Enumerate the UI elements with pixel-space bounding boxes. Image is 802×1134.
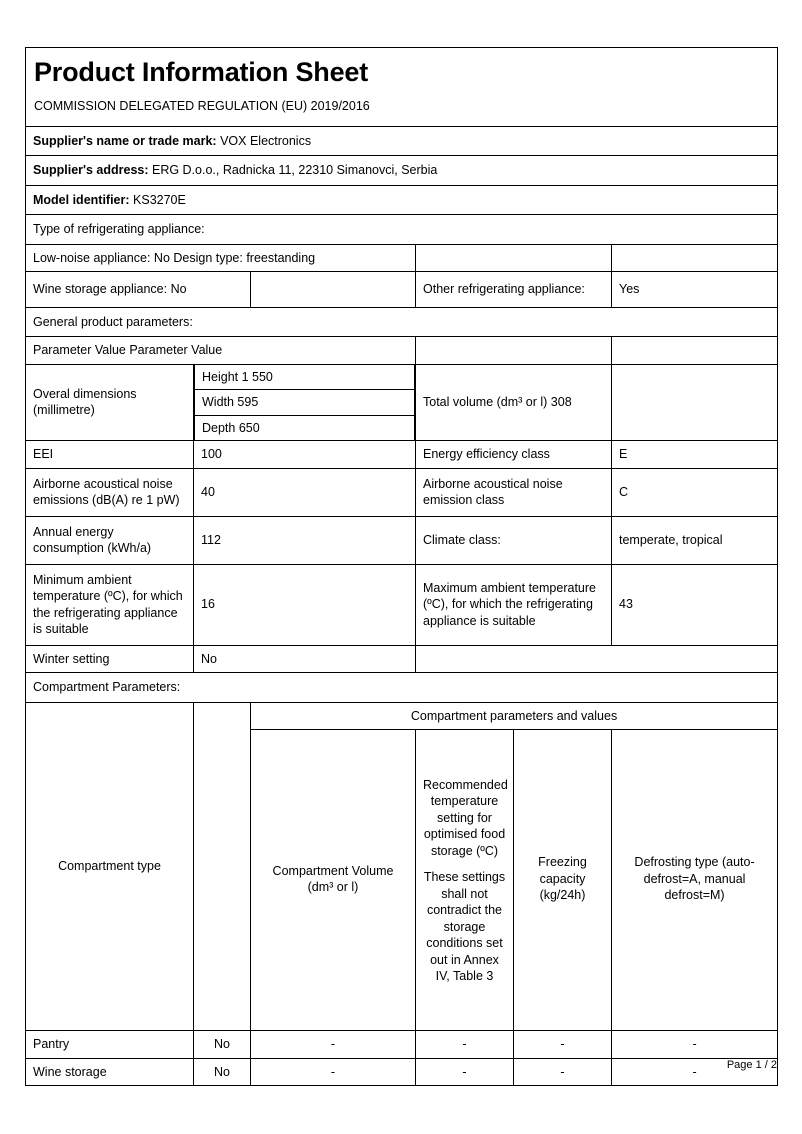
annual-energy-row: Annual energy consumption (kWh/a) 112 Cl… [25, 515, 779, 565]
compartment-row-temperature-pantry: - [415, 1030, 514, 1059]
dimensions-subtable: Height 1 550 Width 595 Depth 650 [194, 364, 415, 441]
title-cell: Product Information Sheet COMMISSION DEL… [24, 47, 779, 127]
supplier-address-value: ERG D.o.o., Radnicka 11, 22310 Simanovci… [152, 163, 438, 178]
parameter-header-row: Parameter Value Parameter Value [25, 336, 779, 365]
noise-class-value: C [610, 467, 779, 517]
low-noise-empty-cell-2 [610, 243, 779, 273]
compartment-row-defrost-wine: - [610, 1057, 779, 1087]
supplier-name-row: Supplier's name or trade mark: VOX Elect… [24, 125, 779, 157]
total-volume-cell: Total volume (dm³ or l) 308 [415, 363, 612, 442]
energy-class-value: E [610, 440, 779, 469]
compartment-row-present-pantry: No [193, 1030, 251, 1059]
compartment-row-volume-pantry: - [250, 1030, 416, 1059]
compartment-defrost-header: Defrosting type (auto-defrost=A, manual … [610, 729, 779, 1032]
model-identifier-label: Model identifier: [33, 192, 130, 207]
other-refrigerating-label: Other refrigerating appliance: [415, 271, 612, 308]
supplier-name-label: Supplier's name or trade mark: [33, 133, 217, 148]
annual-energy-label: Annual energy consumption (kWh/a) [25, 515, 194, 565]
supplier-name-cell: Supplier's name or trade mark: VOX Elect… [24, 125, 779, 157]
table-row: Wine storage No - - - - [25, 1057, 779, 1087]
compartment-temperature-header-note: These settings shall not contradict the … [423, 870, 506, 984]
climate-class-value: temperate, tropical [610, 515, 779, 565]
noise-emissions-row: Airborne acoustical noise emissions (dB(… [25, 467, 779, 517]
compartment-parameters-section-label: Compartment Parameters: [24, 672, 779, 703]
energy-class-label: Energy efficiency class [415, 440, 612, 469]
low-noise-cell: Low-noise appliance: No Design type: fre… [25, 243, 416, 273]
general-parameters-section-label: General product parameters: [24, 306, 779, 338]
parameter-header-empty-2 [610, 336, 779, 365]
parameter-header-empty [415, 336, 612, 365]
eei-label: EEI [25, 440, 194, 469]
winter-setting-value: No [193, 644, 416, 674]
compartment-type-header-spacer [193, 701, 251, 1032]
table-row: Pantry No - - - - [25, 1030, 779, 1059]
general-parameters-section-row: General product parameters: [24, 306, 779, 338]
model-identifier-cell: Model identifier: KS3270E [24, 184, 779, 216]
compartment-row-type-wine: Wine storage [25, 1057, 194, 1087]
low-noise-row: Low-noise appliance: No Design type: fre… [25, 243, 779, 273]
compartment-volume-header: Compartment Volume (dm³ or l) [250, 729, 416, 1032]
noise-emissions-label: Airborne acoustical noise emissions (dB(… [25, 467, 194, 517]
compartment-row-temperature-wine: - [415, 1057, 514, 1087]
compartment-row-defrost-pantry: - [610, 1030, 779, 1059]
winter-setting-row: Winter setting No [25, 644, 779, 674]
total-volume-empty [610, 363, 779, 442]
max-ambient-label: Maximum ambient temperature (ºC), for wh… [415, 563, 612, 646]
min-ambient-value: 16 [193, 563, 416, 646]
dimension-height: Height 1 550 [194, 364, 415, 391]
min-ambient-label: Minimum ambient temperature (ºC), for wh… [25, 563, 194, 646]
eei-row: EEI 100 Energy efficiency class E [25, 440, 779, 469]
max-ambient-value: 43 [610, 563, 779, 646]
compartment-row-present-wine: No [193, 1057, 251, 1087]
parameter-header-cell: Parameter Value Parameter Value [25, 336, 416, 365]
compartment-row-freezing-pantry: - [513, 1030, 612, 1059]
compartment-group-header-row: Compartment type Compartment parameters … [25, 701, 779, 1032]
dimension-row-width: Width 595 [194, 389, 415, 416]
supplier-name-value: VOX Electronics [220, 133, 312, 148]
model-identifier-row: Model identifier: KS3270E [24, 184, 779, 216]
compartment-group-header: Compartment parameters and values [249, 701, 779, 731]
compartment-column-header-row: Compartment Volume (dm³ or l) Recommende… [26, 729, 779, 1032]
wine-storage-appliance-cell: Wine storage appliance: No [25, 271, 251, 308]
dimensions-row: Overal dimensions (millimetre) Height 1 … [25, 363, 779, 442]
compartment-parameters-section-row: Compartment Parameters: [24, 672, 779, 703]
wine-storage-type-row: Wine storage appliance: No Other refrige… [25, 271, 779, 308]
compartment-row-volume-wine: - [250, 1057, 416, 1087]
dimension-depth: Depth 650 [194, 414, 415, 441]
eei-value: 100 [193, 440, 416, 469]
dimensions-label: Overal dimensions (millimetre) [25, 363, 194, 442]
noise-emissions-value: 40 [193, 467, 416, 517]
noise-class-label: Airborne acoustical noise emission class [415, 467, 612, 517]
compartment-temperature-header-top: Recommended temperature setting for opti… [423, 777, 508, 858]
regulation-subtitle: COMMISSION DELEGATED REGULATION (EU) 201… [34, 98, 370, 113]
model-identifier-value: KS3270E [133, 192, 186, 207]
wine-storage-empty-cell [250, 271, 416, 308]
appliance-type-section-label: Type of refrigerating appliance: [24, 214, 779, 245]
compartment-freezing-header: Freezing capacity (kg/24h) [513, 729, 612, 1032]
supplier-address-row: Supplier's address: ERG D.o.o., Radnicka… [24, 155, 779, 186]
winter-setting-empty [414, 644, 779, 674]
compartment-temperature-header: Recommended temperature setting for opti… [415, 729, 514, 1032]
dimension-row-height: Height 1 550 [194, 364, 415, 391]
other-refrigerating-value: Yes [610, 271, 779, 308]
dimensions-subtable-cell: Height 1 550 Width 595 Depth 650 [193, 363, 416, 442]
climate-class-label: Climate class: [415, 515, 612, 565]
supplier-address-cell: Supplier's address: ERG D.o.o., Radnicka… [24, 155, 779, 186]
page-footer: Page 1 / 2 [726, 1059, 777, 1071]
winter-setting-label: Winter setting [25, 644, 194, 674]
dimension-row-depth: Depth 650 [194, 414, 415, 441]
ambient-temperature-row: Minimum ambient temperature (ºC), for wh… [25, 563, 779, 646]
compartment-type-header: Compartment type [25, 701, 194, 1032]
appliance-type-section-row: Type of refrigerating appliance: [24, 214, 779, 245]
product-information-table: Product Information Sheet COMMISSION DEL… [24, 47, 779, 1087]
low-noise-empty-cell [415, 243, 612, 273]
annual-energy-value: 112 [193, 515, 416, 565]
information-sheet: Product Information Sheet COMMISSION DEL… [24, 47, 779, 1087]
compartment-row-type-pantry: Pantry [25, 1030, 194, 1059]
page-title: Product Information Sheet [34, 57, 369, 87]
dimension-width: Width 595 [194, 389, 415, 416]
supplier-address-label: Supplier's address: [33, 163, 149, 178]
title-row: Product Information Sheet COMMISSION DEL… [24, 47, 779, 127]
